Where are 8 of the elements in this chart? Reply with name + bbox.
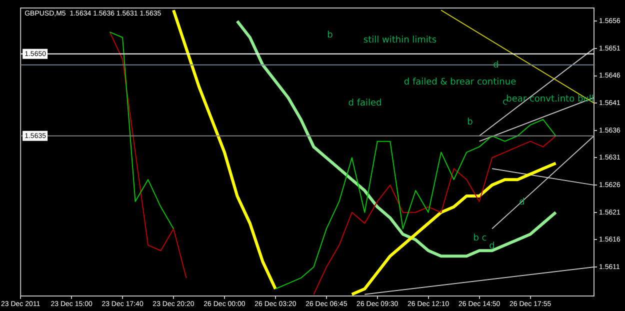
annotation: d <box>489 241 495 252</box>
annotation: b <box>327 30 334 40</box>
annotation: b <box>467 117 474 128</box>
annotation: d failed & brear continue <box>404 77 517 88</box>
annotation: c <box>502 97 508 108</box>
annotation: d failed <box>348 98 382 108</box>
annotation: still within limits <box>363 35 437 46</box>
annotation: b c <box>473 233 487 244</box>
